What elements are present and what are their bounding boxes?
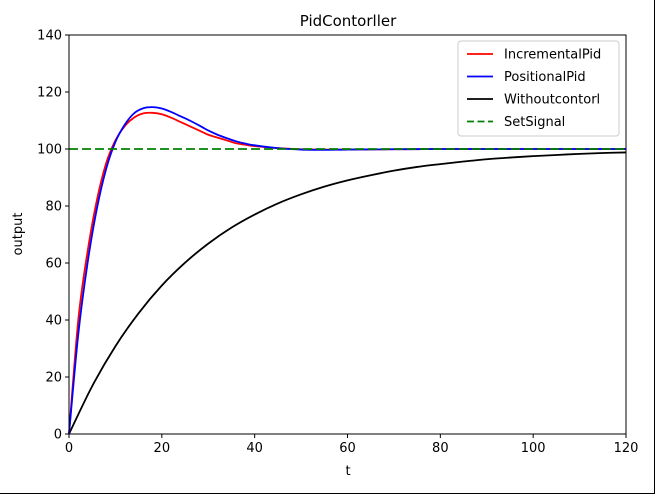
- x-axis-label: t: [345, 464, 350, 479]
- y-axis-label: output: [11, 213, 26, 256]
- y-tick-label: 40: [45, 314, 62, 329]
- y-tick-label: 80: [45, 200, 62, 215]
- x-tick-label: 80: [432, 441, 449, 456]
- legend-label: PositionalPid: [504, 70, 586, 85]
- y-tick-label: 140: [37, 29, 62, 44]
- legend-label: SetSignal: [504, 115, 565, 130]
- legend-label: Withoutcontorl: [504, 93, 600, 108]
- y-tick-label: 60: [45, 257, 62, 272]
- x-tick-label: 0: [65, 441, 73, 456]
- axis-ticks: 0 20 40 60 80 100 120 0 20 40 60 80 100 120 140: [37, 29, 638, 457]
- y-tick-label: 0: [54, 428, 62, 443]
- y-tick-label: 100: [37, 143, 62, 158]
- y-tick-label: 120: [37, 86, 62, 101]
- series-line-withoutcontorl: [68, 151, 627, 435]
- chart-title: PidContorller: [300, 12, 397, 30]
- legend-label: IncrementalPid: [504, 48, 601, 63]
- x-tick-label: 40: [246, 441, 263, 456]
- legend: IncrementalPid PositionalPid Withoutcontor…: [457, 40, 620, 137]
- x-tick-label: 120: [614, 441, 639, 456]
- x-tick-label: 100: [521, 441, 546, 456]
- plot-area-frame: [68, 34, 627, 435]
- x-tick-label: 20: [154, 441, 171, 456]
- legend-box: [457, 40, 620, 137]
- series-line-incrementalpid: [68, 111, 626, 435]
- plot-lines: [68, 106, 627, 435]
- y-tick-label: 20: [45, 371, 62, 386]
- x-tick-label: 60: [339, 441, 356, 456]
